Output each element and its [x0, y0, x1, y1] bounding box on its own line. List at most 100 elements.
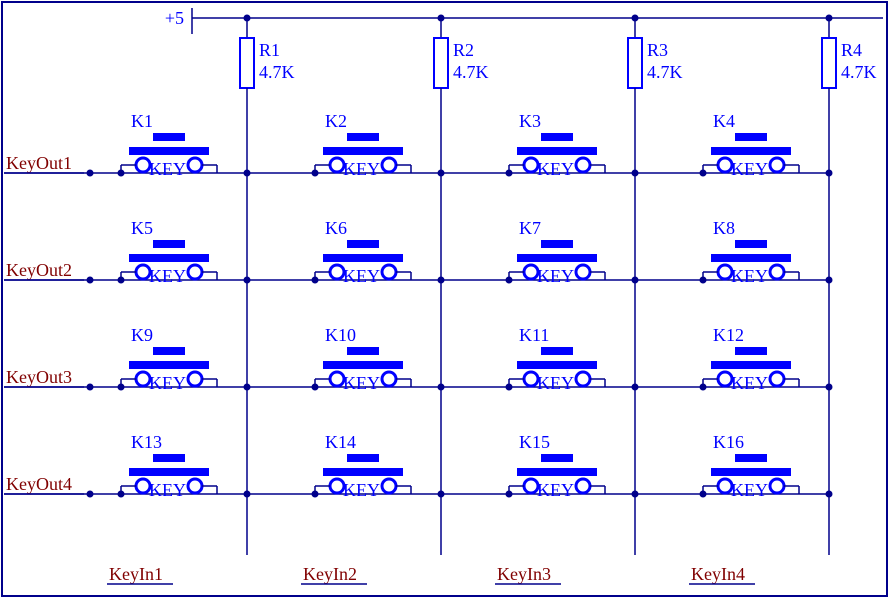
key-contact [576, 158, 590, 172]
junction [826, 384, 833, 391]
key-cap [153, 347, 185, 355]
key-contact [330, 372, 344, 386]
resistor [240, 38, 254, 88]
keyout-label: KeyOut4 [6, 474, 72, 494]
key-contact [770, 265, 784, 279]
key-contact [576, 479, 590, 493]
junction [244, 15, 251, 22]
junction [506, 170, 513, 177]
key-cap [541, 454, 573, 462]
resistor [628, 38, 642, 88]
key-sublabel: KEY [537, 266, 574, 286]
key-switch: K8KEY [703, 218, 799, 286]
junction [632, 15, 639, 22]
key-contact [330, 265, 344, 279]
key-bar [517, 468, 597, 476]
junction [506, 384, 513, 391]
key-bar [323, 254, 403, 262]
key-contact [188, 265, 202, 279]
key-bar [129, 361, 209, 369]
junction [118, 170, 125, 177]
junction [87, 170, 94, 177]
keyout-label: KeyOut1 [6, 153, 72, 173]
key-contact [718, 372, 732, 386]
key-sublabel: KEY [537, 480, 574, 500]
key-contact [382, 479, 396, 493]
resistor [822, 38, 836, 88]
key-contact [136, 479, 150, 493]
key-bar [517, 361, 597, 369]
key-cap [153, 454, 185, 462]
keyin-label: KeyIn2 [303, 564, 357, 584]
junction [118, 491, 125, 498]
key-ref: K16 [713, 432, 744, 452]
key-contact [524, 265, 538, 279]
junction [312, 170, 319, 177]
key-sublabel: KEY [537, 373, 574, 393]
key-contact [188, 372, 202, 386]
key-contact [770, 158, 784, 172]
junction [244, 277, 251, 284]
junction [826, 491, 833, 498]
key-sublabel: KEY [149, 159, 186, 179]
key-contact [382, 372, 396, 386]
junction [632, 384, 639, 391]
key-ref: K10 [325, 325, 356, 345]
key-bar [129, 254, 209, 262]
key-switch: K4KEY [703, 111, 799, 179]
junction [438, 491, 445, 498]
resistor-value: 4.7K [841, 62, 877, 82]
key-sublabel: KEY [731, 480, 768, 500]
junction [506, 277, 513, 284]
key-contact [188, 479, 202, 493]
resistor-ref: R4 [841, 40, 862, 60]
key-contact [524, 158, 538, 172]
key-sublabel: KEY [343, 373, 380, 393]
key-sublabel: KEY [343, 159, 380, 179]
resistor-value: 4.7K [647, 62, 683, 82]
key-ref: K12 [713, 325, 744, 345]
resistor [434, 38, 448, 88]
key-ref: K7 [519, 218, 541, 238]
key-bar [711, 147, 791, 155]
key-contact [718, 158, 732, 172]
junction [438, 170, 445, 177]
key-cap [153, 133, 185, 141]
key-cap [153, 240, 185, 248]
key-bar [323, 361, 403, 369]
key-switch: K10 KEY [315, 325, 411, 393]
key-switch: K5KEY [121, 218, 217, 286]
key-contact [330, 479, 344, 493]
keyout-label: KeyOut2 [6, 260, 72, 280]
junction [826, 277, 833, 284]
key-switch: K14KEY [315, 432, 411, 500]
junction [438, 384, 445, 391]
key-ref: K9 [131, 325, 153, 345]
junction [87, 384, 94, 391]
key-switch: K2 KEY [315, 111, 411, 179]
key-bar [517, 254, 597, 262]
key-ref: K4 [713, 111, 735, 131]
key-ref: K11 [519, 325, 549, 345]
power-label: +5 [165, 8, 184, 28]
key-contact [718, 479, 732, 493]
key-ref: K13 [131, 432, 162, 452]
key-bar [129, 147, 209, 155]
key-bar [129, 468, 209, 476]
key-contact [382, 265, 396, 279]
junction [700, 384, 707, 391]
keyin-label: KeyIn3 [497, 564, 551, 584]
key-ref: K2 [325, 111, 347, 131]
key-switch: K1KEY [121, 111, 217, 179]
key-contact [136, 158, 150, 172]
junction [244, 384, 251, 391]
key-ref: K5 [131, 218, 153, 238]
resistor-ref: R3 [647, 40, 668, 60]
keyin-label: KeyIn4 [691, 564, 745, 584]
key-contact [136, 265, 150, 279]
key-contact [770, 372, 784, 386]
junction [826, 170, 833, 177]
junction [312, 384, 319, 391]
key-bar [711, 254, 791, 262]
key-cap [347, 133, 379, 141]
